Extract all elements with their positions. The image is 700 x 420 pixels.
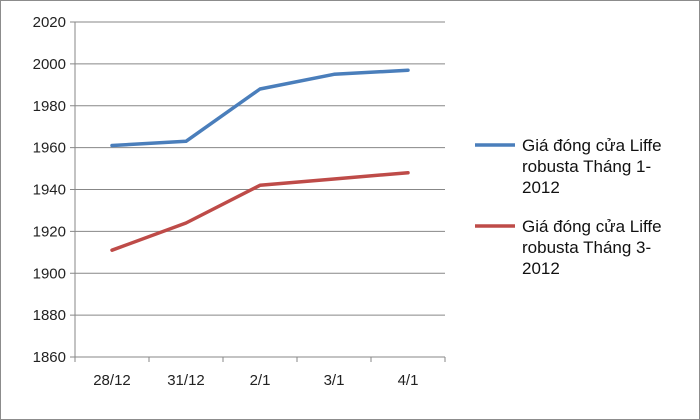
- y-tick-label: 1980: [33, 98, 66, 115]
- y-tick-label: 1940: [33, 182, 66, 199]
- legend-label-2: robusta Tháng 3-: [522, 238, 651, 257]
- x-axis: 28/12 31/12 2/1 3/1 4/1: [74, 357, 446, 389]
- y-tick-label: 1860: [33, 349, 66, 366]
- y-tick-label: 1880: [33, 307, 66, 324]
- x-tick-label: 2/1: [250, 372, 271, 389]
- y-tick-label: 1900: [33, 265, 66, 282]
- legend-label-2: 2012: [522, 259, 560, 278]
- y-tick-label: 2020: [33, 14, 66, 31]
- legend: Giá đóng cửa Liffe robusta Tháng 1- 2012 Gi…: [475, 136, 662, 278]
- y-axis: 1860 1880 1900 1920 1940 1960 1980 2000 2020: [33, 14, 76, 366]
- legend-label-1: Giá đóng cửa Liffe: [522, 136, 662, 155]
- x-tick-label: 31/12: [167, 372, 205, 389]
- x-tick-label: 28/12: [93, 372, 131, 389]
- x-tick-label: 3/1: [324, 372, 345, 389]
- series-line-2: [110, 170, 410, 252]
- y-tick-label: 1960: [33, 140, 66, 157]
- y-tick-label: 2000: [33, 56, 66, 73]
- x-tick-label: 4/1: [398, 372, 419, 389]
- gridlines: [75, 21, 445, 358]
- series-lines: [110, 68, 410, 252]
- legend-label-1: 2012: [522, 178, 560, 197]
- legend-label-1: robusta Tháng 1-: [522, 157, 651, 176]
- legend-label-2: Giá đóng cửa Liffe: [522, 217, 662, 236]
- series-line-1: [110, 68, 410, 148]
- y-tick-label: 1920: [33, 223, 66, 240]
